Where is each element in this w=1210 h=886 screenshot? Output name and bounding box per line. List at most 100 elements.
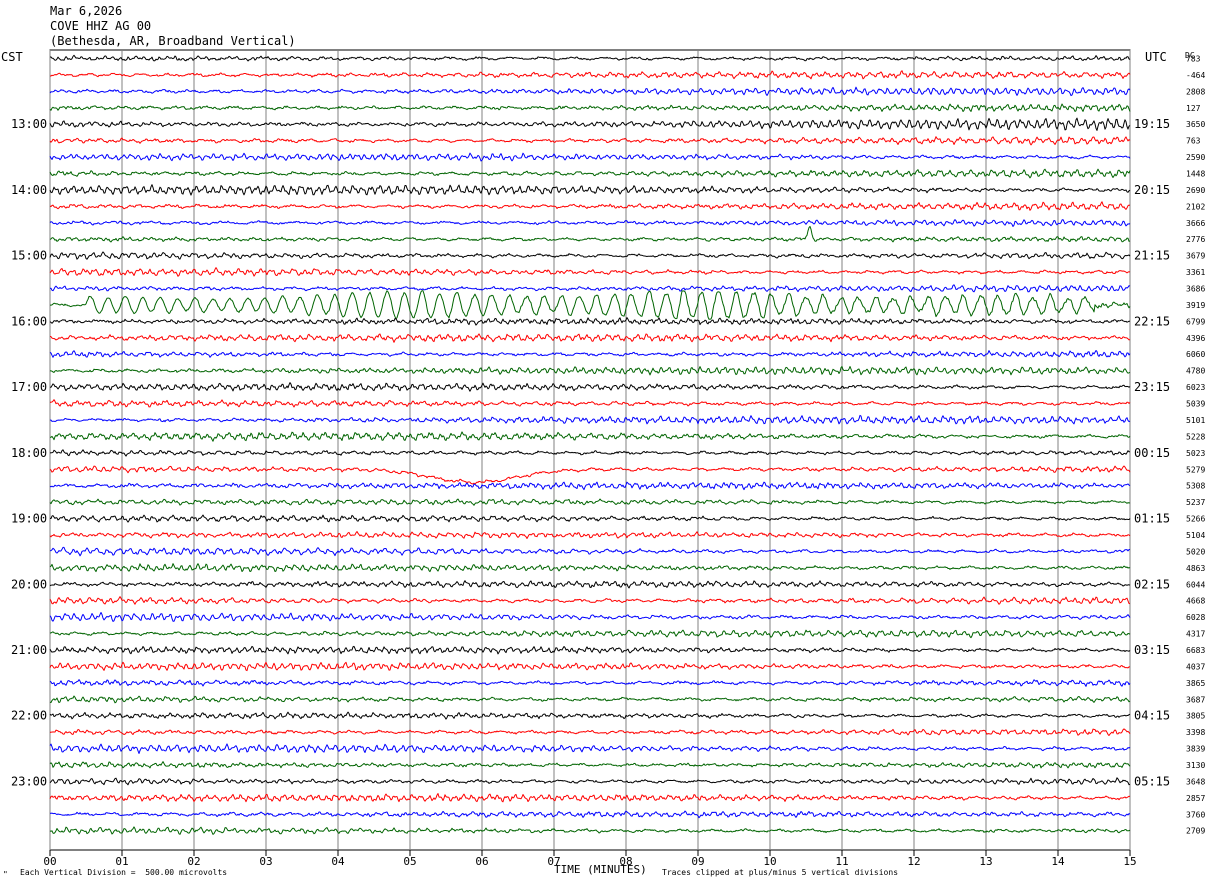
x-tick-label: 05	[403, 855, 416, 868]
dc-offset-label: 1448	[1186, 170, 1205, 179]
trace-31	[49, 563, 1131, 573]
x-tick-label: 01	[115, 855, 128, 868]
dc-offset-label: 5101	[1186, 416, 1205, 425]
trace-44	[49, 777, 1131, 786]
utc-hour-label: 05:15	[1134, 774, 1170, 788]
trace-39	[49, 695, 1131, 704]
trace-32	[49, 580, 1131, 589]
cst-hour-label: 13:00	[11, 117, 47, 131]
x-tick-label: 00	[43, 855, 56, 868]
header-date: Mar 6,2026	[50, 4, 123, 18]
trace-16	[49, 317, 1130, 326]
trace-7	[49, 168, 1131, 179]
x-tick-label: 03	[259, 855, 272, 868]
trace-27	[49, 498, 1131, 506]
cst-hour-label: 22:00	[11, 709, 47, 723]
dc-offset-label: 3666	[1186, 219, 1205, 228]
dc-offset-label: 5104	[1186, 531, 1205, 540]
utc-hour-label: 03:15	[1134, 643, 1170, 657]
dc-offset-label: 2857	[1186, 794, 1205, 803]
x-tick-label: 02	[187, 855, 200, 868]
cst-hour-label: 18:00	[11, 446, 47, 460]
header-station: COVE HHZ AG 00	[50, 19, 152, 33]
x-axis-title: TIME (MINUTES)	[554, 863, 647, 876]
dc-offset-label: 2102	[1186, 202, 1205, 211]
cst-hour-label: 16:00	[11, 314, 47, 328]
trace-26	[49, 481, 1131, 491]
dc-offset-label: 4317	[1186, 630, 1205, 639]
dc-offset-label: 2690	[1186, 186, 1205, 195]
dc-offset-label: 4396	[1186, 334, 1205, 343]
dc-offset-label: 3839	[1186, 745, 1205, 754]
trace-6	[49, 152, 1131, 162]
dc-offset-label: 5266	[1186, 515, 1205, 524]
dc-offset-label: 3650	[1186, 120, 1205, 129]
dc-offset-label: 3865	[1186, 679, 1205, 688]
trace-18	[49, 350, 1131, 358]
dc-offset-label: 3805	[1186, 712, 1205, 721]
x-tick-label: 11	[835, 855, 848, 868]
trace-21	[49, 399, 1131, 408]
dc-offset-label: 127	[1186, 104, 1201, 113]
dc-offset-label: 783	[1186, 55, 1201, 64]
trace-38	[49, 679, 1131, 687]
trace-25	[49, 465, 1131, 485]
utc-hour-label: 02:15	[1134, 577, 1170, 591]
cst-hour-label: 19:00	[11, 512, 47, 526]
cst-hour-label: 21:00	[11, 643, 47, 657]
trace-13	[49, 267, 1131, 277]
trace-2	[49, 86, 1131, 97]
dc-offset-label: 4037	[1186, 662, 1205, 671]
trace-3	[49, 103, 1131, 112]
dc-offset-label: 5228	[1186, 432, 1205, 441]
trace-4	[49, 117, 1131, 131]
utc-hour-label: 19:15	[1134, 117, 1170, 131]
scale-note: Each Vertical Division = 500.00 microvol…	[20, 868, 228, 877]
dc-label: DC	[1185, 51, 1195, 60]
cst-hour-label: 14:00	[11, 183, 47, 197]
trace-5	[49, 136, 1131, 146]
trace-23	[49, 431, 1131, 442]
dc-offset-label: 3398	[1186, 728, 1205, 737]
clip-note: Traces clipped at plus/minus 5 vertical …	[662, 868, 899, 877]
trace-46	[49, 810, 1131, 819]
dc-offset-label: 3686	[1186, 285, 1205, 294]
x-tick-label: 06	[475, 855, 488, 868]
trace-28	[49, 514, 1131, 523]
corner-mark: "	[3, 870, 8, 879]
utc-hour-label: 04:15	[1134, 709, 1170, 723]
trace-47	[49, 826, 1131, 835]
trace-0	[50, 54, 1131, 62]
trace-22	[49, 414, 1131, 425]
x-tick-label: 13	[979, 855, 992, 868]
utc-axis-label: UTC	[1145, 50, 1167, 64]
cst-hour-label: 17:00	[11, 380, 47, 394]
dc-offset-label: 6799	[1186, 317, 1205, 326]
dc-offset-label: 3919	[1186, 301, 1205, 310]
trace-34	[49, 612, 1131, 622]
trace-45	[49, 793, 1131, 803]
x-tick-label: 12	[907, 855, 920, 868]
dc-offset-label: 2709	[1186, 827, 1205, 836]
trace-14	[49, 284, 1131, 293]
x-tick-label: 04	[331, 855, 345, 868]
trace-43	[49, 761, 1131, 769]
dc-offset-label: 2776	[1186, 235, 1205, 244]
dc-offset-label: 3679	[1186, 252, 1205, 261]
dc-offset-label: 3648	[1186, 777, 1205, 786]
utc-hour-label: 20:15	[1134, 183, 1170, 197]
dc-offset-label: -464	[1186, 71, 1205, 80]
dc-offset-label: 5023	[1186, 449, 1205, 458]
x-tick-label: 09	[691, 855, 704, 868]
trace-15	[50, 290, 1131, 320]
dc-offset-label: 6023	[1186, 383, 1205, 392]
utc-hour-label: 21:15	[1134, 249, 1170, 263]
header-location: (Bethesda, AR, Broadband Vertical)	[50, 34, 296, 48]
cst-axis-label: CST	[1, 50, 23, 64]
trace-8	[49, 184, 1131, 196]
trace-11	[49, 225, 1131, 243]
dc-offset-label: 4668	[1186, 597, 1205, 606]
cst-hour-label: 20:00	[11, 577, 47, 591]
plot-frame	[49, 49, 1131, 851]
